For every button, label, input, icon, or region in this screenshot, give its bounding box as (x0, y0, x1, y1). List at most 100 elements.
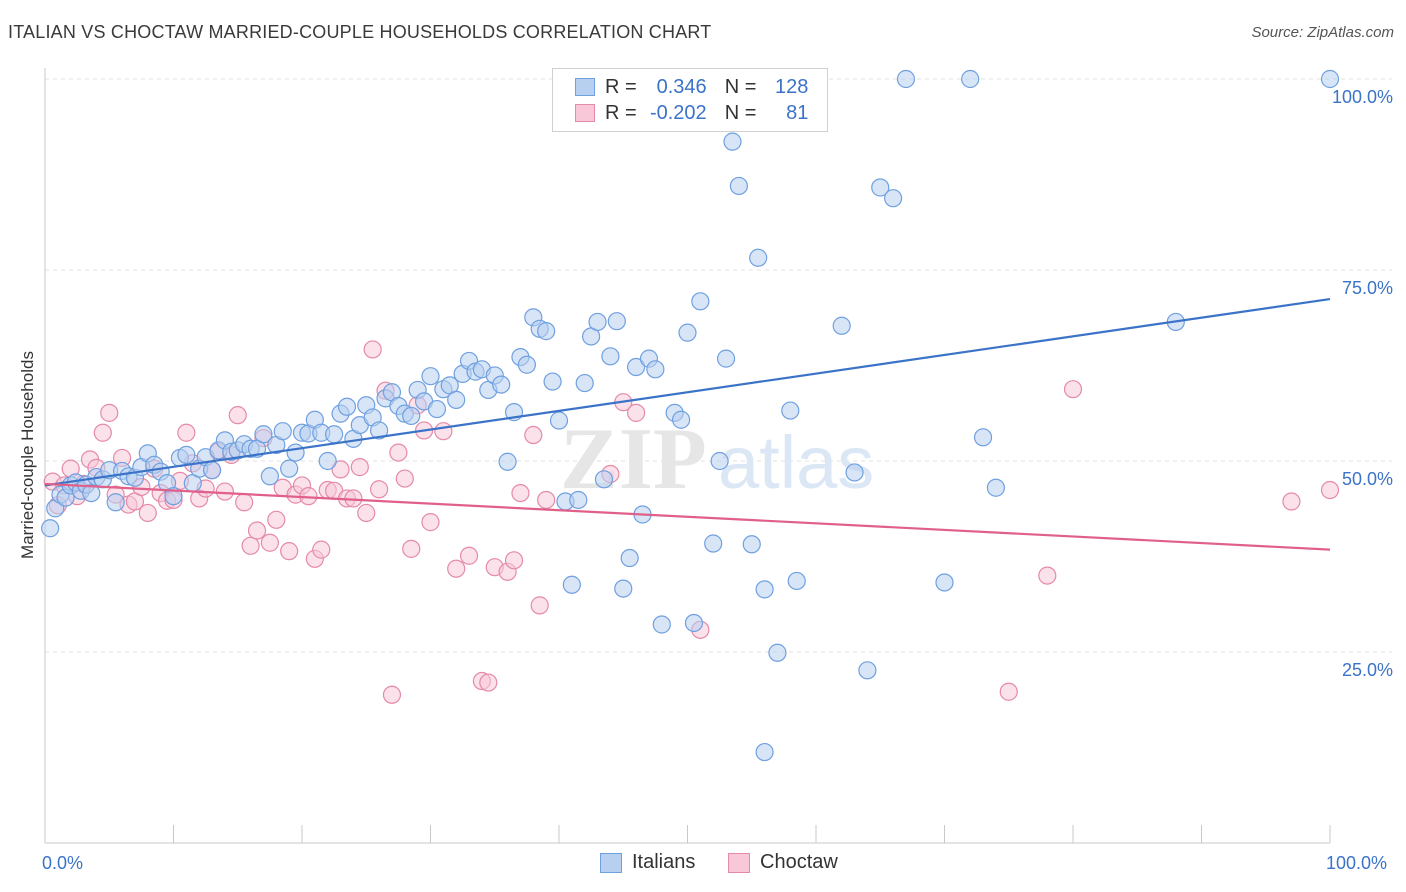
legend-r-label: R = (605, 75, 637, 98)
data-point (247, 521, 267, 540)
data-point (427, 399, 447, 419)
data-point (511, 483, 530, 503)
data-point (177, 445, 196, 464)
trend-lines (44, 297, 1331, 551)
legend-r-value: 0.346 (656, 75, 707, 98)
chart-title: ITALIAN VS CHOCTAW MARRIED-COUPLE HOUSEH… (8, 22, 712, 42)
data-point (241, 536, 260, 555)
data-point (517, 355, 536, 374)
data-point (537, 322, 556, 341)
data-point (537, 490, 556, 510)
data-point (447, 390, 466, 409)
data-point (691, 292, 710, 311)
data-point (614, 579, 633, 598)
data-point (704, 534, 723, 553)
legend-r-value: -0.202 (649, 101, 707, 124)
y-tick-label: 50.0% (1342, 469, 1393, 489)
trend-line (44, 482, 1331, 551)
bottom-legend-label-italians: Italians (632, 851, 696, 873)
data-point (106, 493, 125, 512)
data-point (723, 132, 742, 151)
trend-line (44, 297, 1331, 487)
data-point (402, 406, 421, 426)
data-point (254, 425, 273, 444)
data-point (832, 316, 851, 335)
y-tick-label: 25.0% (1342, 660, 1393, 680)
data-point (100, 403, 119, 422)
data-point (318, 451, 337, 471)
data-point (787, 571, 806, 591)
data-point (164, 487, 183, 506)
data-point (530, 596, 549, 615)
data-point (363, 340, 382, 359)
x-tick-label-max: 100.0% (1326, 853, 1388, 873)
data-point (202, 461, 222, 480)
legend-row-choctaw: R = -0.202 N = 81 (575, 100, 808, 126)
data-point (421, 513, 440, 532)
data-point (280, 459, 299, 478)
data-point (370, 480, 389, 499)
data-point (504, 551, 524, 570)
y-tick-label: 100.0% (1332, 87, 1393, 107)
data-point (729, 176, 749, 196)
data-point (267, 510, 286, 529)
data-point (498, 452, 517, 471)
data-point (312, 540, 331, 559)
legend-swatch-choctaw (575, 104, 595, 122)
data-point (973, 428, 993, 447)
data-point (549, 411, 569, 430)
data-point (626, 357, 646, 377)
legend-n-value: 81 (786, 101, 809, 124)
data-point (646, 360, 665, 379)
data-point (749, 248, 768, 267)
legend-n-label: N = (724, 101, 757, 124)
data-point (395, 469, 414, 488)
chart-source: Source: ZipAtlas.com (1251, 24, 1394, 41)
data-point (382, 685, 402, 704)
legend-n-label: N = (724, 75, 757, 98)
data-point (626, 403, 646, 422)
y-tick-labels: 25.0% 50.0% 75.0% 100.0% (1332, 87, 1393, 680)
data-point (1282, 492, 1301, 511)
data-point (961, 69, 980, 89)
data-point (138, 503, 157, 523)
watermark-atlas: atlas (718, 421, 874, 504)
data-point (41, 519, 60, 538)
x-tick-label-min: 0.0% (42, 853, 84, 873)
legend: R = 0.346 N = 128 R = -0.202 N = 81 (552, 68, 828, 132)
data-point (325, 425, 344, 444)
data-point (1038, 566, 1057, 585)
data-point (999, 682, 1018, 701)
legend-swatch-italians (575, 78, 595, 96)
legend-row-italians: R = 0.346 N = 128 (575, 74, 808, 100)
data-point (607, 312, 626, 331)
data-point (337, 397, 357, 416)
data-point (986, 478, 1006, 497)
bottom-legend-label-choctaw: Choctaw (760, 851, 838, 873)
data-point (768, 643, 787, 662)
data-point (357, 503, 376, 523)
data-point (1320, 480, 1340, 500)
data-point (716, 349, 736, 368)
watermark: ZIP atlas (560, 411, 874, 508)
data-point (389, 443, 408, 462)
data-point (671, 410, 691, 429)
bottom-legend-italians: Italians (600, 851, 695, 874)
data-point (421, 367, 440, 386)
data-point (678, 323, 697, 342)
bottom-legend-swatch-italians (600, 852, 622, 873)
data-point (935, 573, 954, 592)
data-point (434, 422, 453, 441)
data-point (562, 575, 581, 594)
legend-n-value: 128 (775, 75, 809, 98)
data-point (755, 580, 774, 599)
data-point (177, 423, 196, 442)
data-point (273, 422, 292, 441)
data-point (588, 312, 607, 332)
data-point (479, 673, 498, 692)
data-point (370, 421, 389, 440)
data-point (620, 548, 639, 568)
data-point (402, 539, 421, 558)
bottom-legend-swatch-choctaw (728, 852, 750, 873)
data-point (871, 178, 890, 197)
